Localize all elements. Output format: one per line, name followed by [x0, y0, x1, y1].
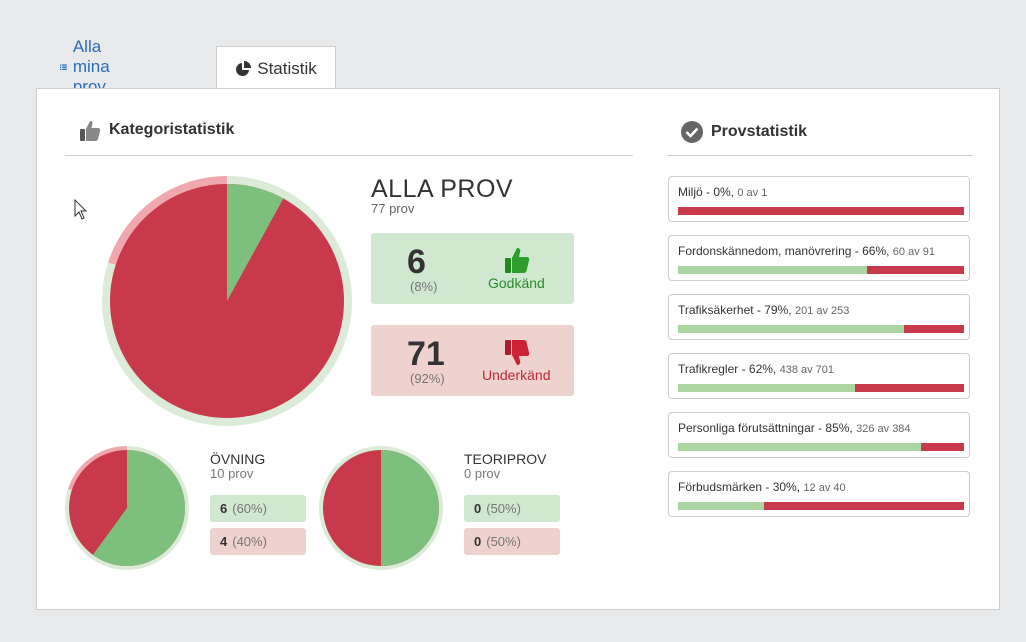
- all-exams-pie-chart: [102, 176, 352, 426]
- exam-stat-detail: 438 av 701: [779, 364, 835, 376]
- exam-stat-bar: [678, 443, 964, 451]
- exam-stats-title: Provstatistik: [711, 123, 808, 140]
- fail-summary-box: 71 (92%) Underkänd: [371, 325, 574, 396]
- theory-pass-percent: (50%): [486, 501, 521, 516]
- pass-label: Godkänd: [488, 275, 545, 291]
- theory-pass-pill: 0 (50%): [464, 495, 560, 522]
- exam-stat-bar-fill: [678, 384, 856, 392]
- exam-stat-detail: 0 av 1: [737, 187, 768, 199]
- tab-statistics[interactable]: Statistik: [216, 46, 336, 90]
- exam-stat-bar-fill: [678, 325, 904, 333]
- theory-pie-chart: [319, 446, 443, 570]
- exam-stat-item: Trafikregler - 62%, 438 av 701: [668, 353, 970, 399]
- theory-fail-count: 0: [474, 534, 482, 549]
- category-stats-heading: Kategoristatistik: [79, 119, 234, 141]
- tab-statistics-label: Statistik: [257, 58, 317, 78]
- mouse-cursor-icon: [74, 199, 88, 220]
- theory-count: 0 prov: [464, 466, 501, 481]
- exam-stat-label: Trafikregler - 62%,: [678, 362, 777, 376]
- practice-fail-pill: 4 (40%): [210, 528, 306, 555]
- pass-summary-box: 6 (8%) Godkänd: [371, 233, 574, 304]
- pass-percent: (8%): [410, 279, 438, 294]
- exam-stat-bar-fill: [678, 502, 764, 510]
- exam-stat-label: Trafiksäkerhet - 79%,: [678, 303, 792, 317]
- practice-count: 10 prov: [210, 466, 254, 481]
- theory-title: TEORIPROV: [464, 451, 547, 467]
- exam-stat-item: Fordonskännedom, manövrering - 66%, 60 a…: [668, 235, 970, 281]
- theory-fail-percent: (50%): [486, 534, 521, 549]
- pass-count: 6: [407, 243, 426, 281]
- thumbs-down-icon: [505, 340, 530, 365]
- exam-stat-bar: [678, 502, 964, 510]
- exam-stat-label: Miljö - 0%,: [678, 185, 735, 199]
- fail-count: 71: [407, 335, 445, 373]
- pie-pass-slice: [227, 184, 284, 301]
- fail-percent: (92%): [410, 371, 445, 386]
- theory-pass-count: 0: [474, 501, 482, 516]
- exam-stat-label: Personliga förutsättningar - 85%,: [678, 421, 853, 435]
- thumbs-up-icon: [80, 121, 101, 141]
- practice-title: ÖVNING: [210, 451, 266, 467]
- pie-pass-slice: [92, 450, 185, 566]
- fail-label: Underkänd: [482, 367, 551, 383]
- practice-pass-count: 6: [220, 501, 228, 516]
- practice-fail-count: 4: [220, 534, 228, 549]
- exam-stat-detail: 326 av 384: [856, 423, 911, 435]
- statistics-panel: Kategoristatistik Provstatistik ALLA PRO…: [36, 88, 1000, 610]
- check-circle-icon: [681, 121, 703, 143]
- tab-all-exams[interactable]: Alla mina prov: [60, 37, 119, 98]
- exam-stat-bar: [678, 384, 964, 392]
- practice-pass-pill: 6 (60%): [210, 495, 306, 522]
- exam-stat-bar-fill: [678, 266, 867, 274]
- exam-stat-bar-fill: [678, 443, 922, 451]
- exam-stat-bar: [678, 266, 964, 274]
- exam-stat-item: Personliga förutsättningar - 85%, 326 av…: [668, 412, 970, 458]
- exam-stat-item: Trafiksäkerhet - 79%, 201 av 253: [668, 294, 970, 340]
- exam-stat-label: Fordonskännedom, manövrering - 66%,: [678, 244, 890, 258]
- theory-fail-pill: 0 (50%): [464, 528, 560, 555]
- exam-stats-heading: Provstatistik: [681, 121, 807, 143]
- exam-stat-item: Miljö - 0%, 0 av 1: [668, 176, 970, 222]
- all-exams-count: 77 prov: [371, 201, 415, 216]
- exam-stat-bar: [678, 325, 964, 333]
- exam-stat-detail: 60 av 91: [892, 246, 935, 258]
- exam-stat-item: Förbudsmärken - 30%, 12 av 40: [668, 471, 970, 517]
- all-exams-title: ALLA PROV: [371, 175, 514, 203]
- exam-stat-detail: 12 av 40: [803, 482, 846, 494]
- divider: [65, 155, 633, 156]
- divider: [668, 155, 972, 156]
- list-icon: [60, 64, 67, 70]
- practice-fail-percent: (40%): [232, 534, 267, 549]
- pie-chart-icon: [236, 60, 252, 76]
- exam-stat-detail: 201 av 253: [794, 305, 850, 317]
- exam-stat-bar: [678, 207, 964, 215]
- exam-stat-label: Förbudsmärken - 30%,: [678, 480, 801, 494]
- thumbs-up-icon: [505, 248, 530, 273]
- practice-pie-chart: [65, 446, 189, 570]
- practice-pass-percent: (60%): [232, 501, 267, 516]
- pie-pass-slice: [381, 450, 439, 566]
- category-stats-title: Kategoristatistik: [109, 121, 235, 138]
